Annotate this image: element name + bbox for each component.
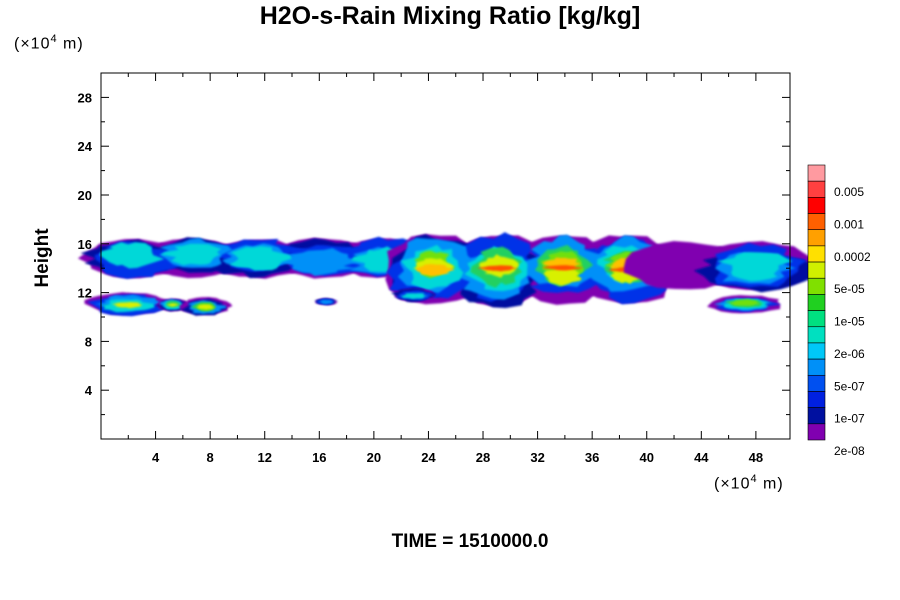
contour-fields (77, 232, 818, 317)
colorbar-swatch (807, 423, 826, 441)
colorbar-swatch (807, 391, 826, 408)
field-upper-band-west (77, 236, 431, 279)
plot-frame (100, 72, 791, 440)
colorbar-label: 0.005 (834, 185, 864, 199)
y-unit-suffix: m) (57, 35, 84, 53)
colorbar-swatch (807, 197, 826, 214)
y-tick-label: 16 (78, 237, 92, 252)
colorbar-label: 5e-07 (834, 379, 865, 393)
colorbar-label: 2e-08 (834, 444, 865, 458)
contour-fill (228, 246, 292, 271)
time-label: TIME = 1510000.0 (391, 531, 549, 552)
colorbar-swatch (807, 310, 826, 328)
contour-fill (543, 266, 582, 286)
colorbar-label: 0.001 (834, 218, 864, 232)
x-unit-exponent: 4 (750, 473, 758, 485)
x-axis-unit: (×104 m) (714, 473, 784, 493)
contour-fill (729, 299, 760, 306)
contour-fill (400, 293, 429, 300)
field-upper-band-east (623, 241, 818, 293)
colorbar-swatch (807, 342, 826, 360)
x-unit-prefix: (×10 (714, 475, 751, 493)
y-tick-label: 8 (85, 334, 92, 349)
contour-fill (196, 304, 215, 310)
colorbar-swatch (807, 261, 826, 279)
field-lower-patch-3 (178, 297, 233, 316)
x-tick-label: 32 (530, 450, 544, 465)
x-tick-label: 4 (152, 450, 160, 465)
colorbar-swatch (807, 277, 826, 295)
x-tick-label: 12 (257, 450, 271, 465)
x-tick-label: 20 (367, 450, 381, 465)
colorbar-swatch (807, 213, 826, 231)
colorbar-swatch (807, 229, 826, 247)
y-tick-label: 4 (85, 383, 93, 398)
x-tick-label: 16 (312, 450, 326, 465)
y-tick-label: 12 (78, 286, 92, 301)
field-lower-patch-1 (84, 292, 172, 317)
colorbar-label: 1e-05 (834, 315, 865, 329)
colorbar-swatch (807, 358, 826, 376)
y-unit-exponent: 4 (50, 33, 58, 45)
contour-fill (111, 302, 143, 309)
colorbar-swatch (807, 164, 826, 182)
x-tick-label: 40 (640, 450, 654, 465)
contour-fill (282, 248, 359, 277)
contour-fill (717, 252, 793, 282)
x-tick-label: 28 (476, 450, 490, 465)
contour-fill (317, 299, 335, 305)
colorbar-label: 0.0002 (834, 250, 871, 264)
colorbar-swatch (807, 245, 826, 263)
colorbar-swatch (807, 326, 826, 344)
x-tick-label: 36 (585, 450, 599, 465)
contour-fill (476, 265, 518, 272)
contour-fill (99, 242, 165, 269)
colorbar: 0.005 0.001 0.0002 5e-05 1e-05 2e-06 5e-07 1e-0… (807, 164, 871, 458)
field-lower-patch-6 (707, 295, 782, 314)
y-axis-unit: (×104 m) (14, 33, 84, 53)
contour-fill (415, 264, 455, 276)
colorbar-swatch (807, 407, 826, 425)
colorbar-swatch (807, 294, 826, 311)
x-tick-label: 48 (749, 450, 763, 465)
x-tick-label: 24 (421, 450, 436, 465)
colorbar-label: 2e-06 (834, 347, 865, 361)
field-lower-patch-5 (391, 287, 436, 303)
y-tick-label: 20 (78, 188, 92, 203)
contour-fill (541, 265, 584, 271)
contour-fill (160, 243, 222, 266)
x-tick-label: 44 (694, 450, 709, 465)
contour-fill (166, 303, 179, 307)
y-tick-label: 24 (78, 139, 93, 154)
y-tick-label: 28 (78, 90, 92, 105)
colorbar-swatch (807, 374, 826, 392)
y-unit-prefix: (×10 (14, 35, 51, 53)
x-tick-label: 8 (207, 450, 214, 465)
colorbar-label: 1e-07 (834, 412, 865, 426)
chart-title: H2O-s-Rain Mixing Ratio [kg/kg] (259, 2, 641, 30)
field-lower-patch-4 (314, 298, 338, 305)
x-unit-suffix: m) (757, 475, 784, 493)
colorbar-label: 5e-05 (834, 282, 865, 296)
colorbar-swatch (807, 180, 826, 198)
